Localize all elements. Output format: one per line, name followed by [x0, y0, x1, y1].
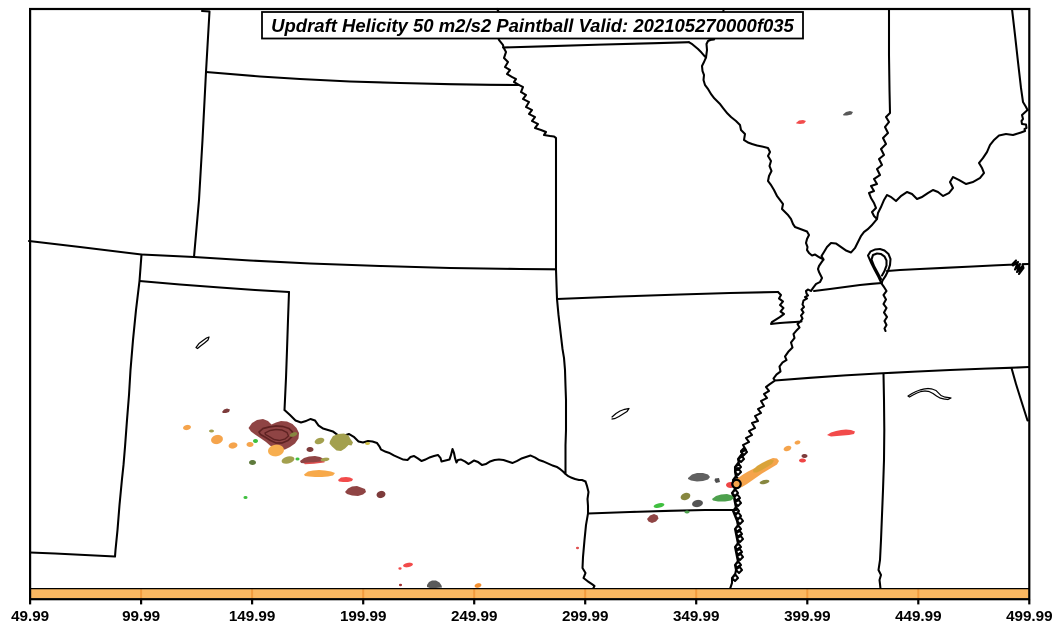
- svg-text:199.99: 199.99: [340, 608, 386, 625]
- svg-text:149.99: 149.99: [229, 608, 275, 625]
- svg-text:499.99: 499.99: [1006, 608, 1052, 625]
- svg-text:349.99: 349.99: [673, 608, 719, 625]
- svg-text:249.99: 249.99: [451, 608, 497, 625]
- svg-text:Updraft Helicity 50 m2/s2 Pain: Updraft Helicity 50 m2/s2 Paintball Vali…: [271, 15, 794, 36]
- svg-text:99.99: 99.99: [122, 608, 160, 625]
- svg-text:299.99: 299.99: [562, 608, 608, 625]
- svg-text:49.99: 49.99: [11, 608, 49, 625]
- svg-text:449.99: 449.99: [895, 608, 941, 625]
- svg-text:399.99: 399.99: [784, 608, 830, 625]
